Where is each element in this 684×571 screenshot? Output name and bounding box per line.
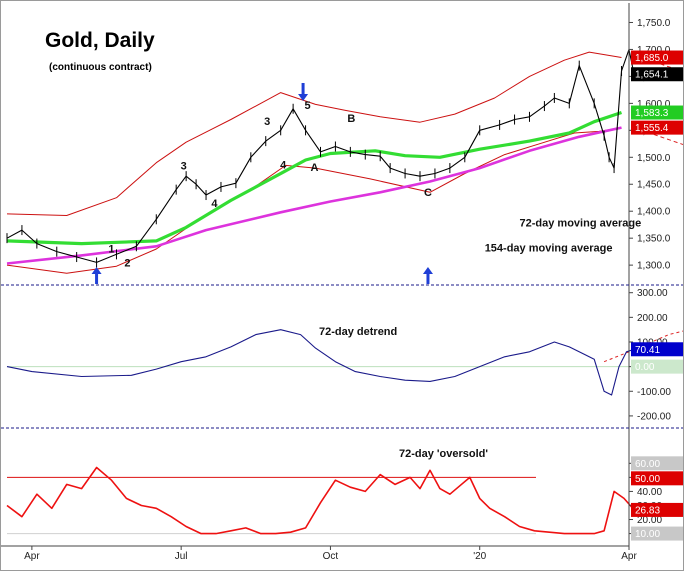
cycle-up-arrow-head (422, 267, 433, 274)
last-value-label: 26.83 (635, 505, 660, 516)
y-tick-label: -100.00 (637, 387, 671, 398)
lower-band-line (6, 127, 622, 274)
wave-label-5: 5 (304, 100, 310, 112)
detrend-line (6, 329, 635, 396)
last-value-tag (631, 50, 683, 65)
last-value-label: 60.00 (635, 459, 660, 470)
last-value-tag (631, 342, 683, 357)
detrend-label: 72-day detrend (319, 326, 397, 338)
72-day-moving-average-label: 72-day moving average (520, 217, 642, 229)
last-value-tag (631, 120, 683, 135)
last-value-tag (631, 471, 683, 486)
last-value-tag (631, 526, 683, 541)
x-tick-label: Apr (621, 551, 637, 562)
chart-title: Gold, Daily (45, 29, 155, 52)
cycle-up-arrow-head (91, 267, 102, 274)
oversold-label: 72-day 'oversold' (399, 448, 488, 460)
y-tick-label: 1,700.0 (637, 45, 671, 56)
last-value-label: 10.00 (635, 529, 660, 540)
oversold-line (6, 466, 635, 535)
wave-label-1: 1 (108, 244, 114, 256)
x-axis: Apr Jul Oct '20 Apr (1, 545, 637, 562)
y-tick-label: 1,450.0 (637, 180, 671, 191)
y-tick-label: 300.00 (637, 288, 668, 299)
x-tick-label: Jul (175, 551, 188, 562)
last-value-tag (631, 456, 683, 471)
x-tick-label: '20 (473, 551, 486, 562)
last-value-label: 1,654.1 (635, 70, 669, 81)
y-tick-label: 40.00 (637, 487, 662, 498)
last-value-label: 1,685.0 (635, 53, 669, 64)
last-value-tag (631, 502, 683, 517)
last-value-tag (631, 105, 683, 120)
y-tick-label: 1,600.0 (637, 99, 671, 110)
gold-price-line (6, 48, 635, 263)
wave-label-3: 3 (181, 161, 187, 173)
y-tick-label: 1,350.0 (637, 234, 671, 245)
y-tick-label: 200.00 (637, 313, 668, 324)
wave-label-4: 4 (280, 160, 287, 172)
oversold-panel (6, 466, 635, 535)
detrend-panel (6, 329, 683, 396)
cycle-down-arrow-head (298, 94, 309, 101)
last-value-label: 50.00 (635, 474, 660, 485)
last-value-label: 70.41 (635, 345, 660, 356)
x-tick-label: Apr (24, 551, 40, 562)
price-panel: 72-day moving average 154-day moving aver… (6, 44, 683, 284)
y-tick-label: -200.00 (637, 411, 671, 422)
last-value-label: 1,583.3 (635, 108, 669, 119)
154-day-moving-average-line (6, 126, 622, 265)
last-value-label: 1,555.4 (635, 123, 669, 134)
154-day-moving-average-label: 154-day moving average (485, 243, 613, 255)
wave-label-2: 2 (124, 258, 130, 270)
y-tick-label: 1,400.0 (637, 207, 671, 218)
y-tick-label: 1,300.0 (637, 261, 671, 272)
y-tick-label: 1,750.0 (637, 18, 671, 29)
wave-label-b: B (347, 113, 355, 125)
last-value-tag (631, 67, 683, 82)
wave-label-c: C (424, 187, 432, 199)
upper-band-line (6, 51, 622, 216)
y-tick-label: 1,500.0 (637, 153, 671, 164)
wave-label-3: 3 (264, 116, 270, 128)
last-value-label: 0.00 (635, 362, 655, 373)
chart-subtitle: (continuous contract) (49, 62, 152, 73)
wave-label-a: A (311, 162, 319, 174)
wave-label-4: 4 (211, 198, 218, 210)
x-tick-label: Oct (323, 551, 339, 562)
last-value-tag (631, 359, 683, 374)
y-tick-label: 20.00 (637, 515, 662, 526)
right-axis: 1,300.01,350.01,400.01,450.01,500.01,550… (1, 3, 683, 546)
